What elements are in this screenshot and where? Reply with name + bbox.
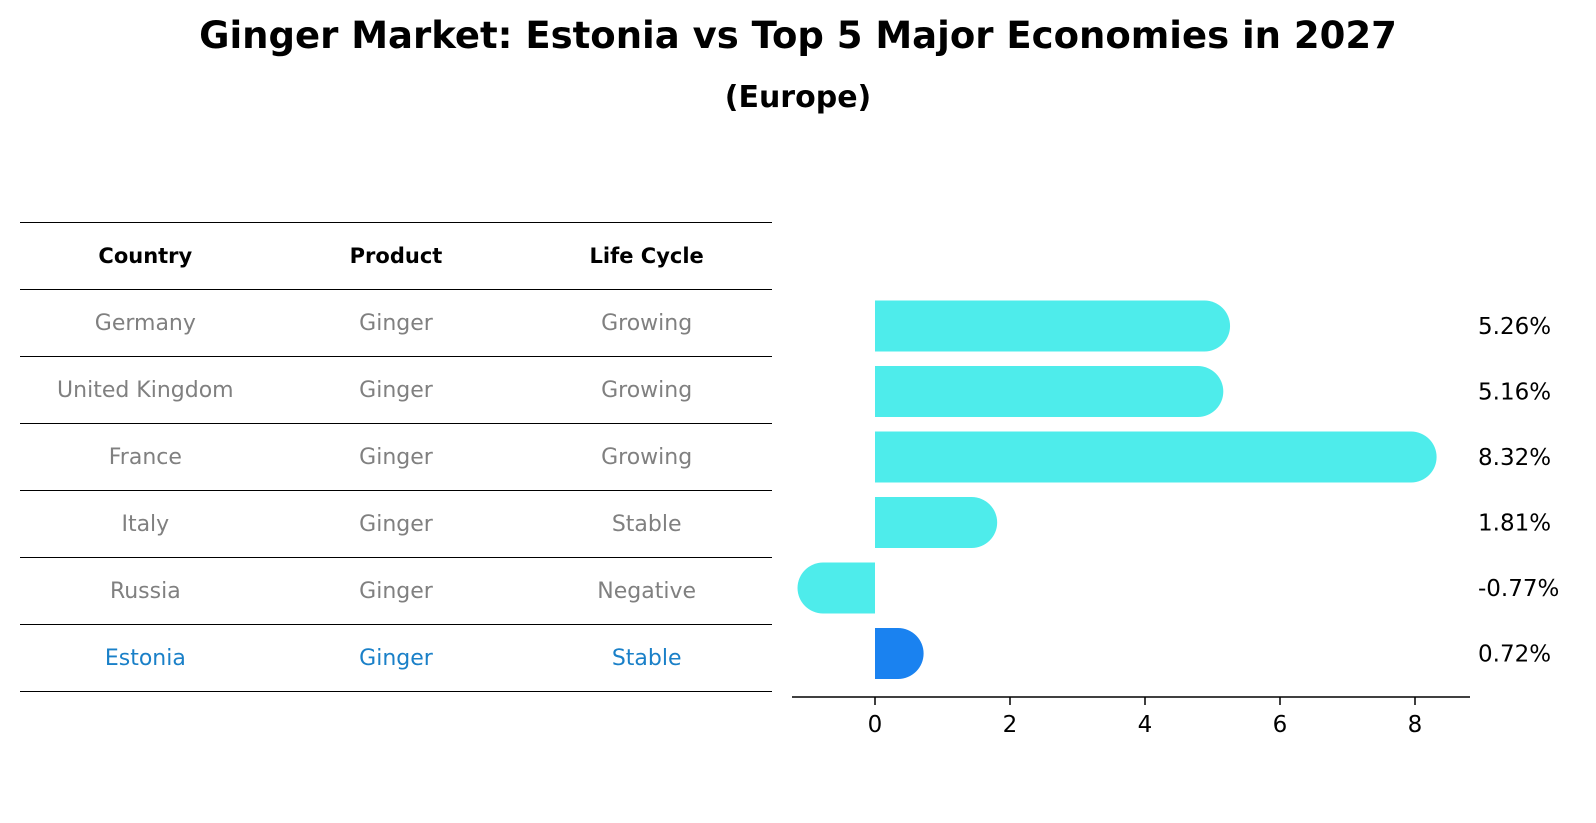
x-tick-label: 8 xyxy=(1408,712,1423,738)
value-label: 5.16% xyxy=(1478,380,1551,406)
cell-product: Ginger xyxy=(270,490,522,558)
value-label: 5.26% xyxy=(1478,314,1551,340)
bar-france xyxy=(875,431,1437,483)
x-tick-label: 0 xyxy=(868,712,883,738)
cell-product: Ginger xyxy=(270,423,522,491)
value-label: 0.72% xyxy=(1478,642,1551,668)
cell-life-cycle: Stable xyxy=(521,624,772,692)
cell-country: Germany xyxy=(20,289,271,357)
bar-italy xyxy=(875,497,998,548)
cell-product: Ginger xyxy=(270,557,522,625)
value-label: 1.81% xyxy=(1478,511,1551,537)
cell-life-cycle: Negative xyxy=(521,557,772,625)
cell-life-cycle: Growing xyxy=(521,423,772,491)
cell-product: Ginger xyxy=(270,289,522,357)
bar-united-kingdom xyxy=(875,366,1224,417)
table-row: Italy Ginger Stable xyxy=(20,490,772,558)
market-table: Country Product Life Cycle Germany Ginge… xyxy=(20,222,772,692)
table-row: United Kingdom Ginger Growing xyxy=(20,356,772,424)
cell-country: Estonia xyxy=(20,624,271,692)
cell-product: Ginger xyxy=(270,624,522,692)
header-product: Product xyxy=(270,222,522,290)
bar-germany xyxy=(875,300,1231,352)
table-row: Russia Ginger Negative xyxy=(20,557,772,625)
cell-product: Ginger xyxy=(270,356,522,424)
x-tick-label: 4 xyxy=(1138,712,1153,738)
cell-country: United Kingdom xyxy=(20,356,271,424)
header-life-cycle: Life Cycle xyxy=(521,222,772,290)
table-header-row: Country Product Life Cycle xyxy=(20,222,772,290)
bar-estonia xyxy=(875,628,924,679)
header-country: Country xyxy=(20,222,271,290)
cell-life-cycle: Growing xyxy=(521,356,772,424)
x-tick-label: 6 xyxy=(1273,712,1288,738)
table-row: France Ginger Growing xyxy=(20,423,772,491)
cell-country: Russia xyxy=(20,557,271,625)
table-row: Germany Ginger Growing xyxy=(20,289,772,357)
chart-subtitle: (Europe) xyxy=(724,80,872,115)
cell-country: France xyxy=(20,423,271,491)
value-label: 8.32% xyxy=(1478,445,1551,471)
x-tick-label: 2 xyxy=(1003,712,1018,738)
bar-russia xyxy=(797,562,875,614)
chart-title: Ginger Market: Estonia vs Top 5 Major Ec… xyxy=(199,14,1397,57)
cell-country: Italy xyxy=(20,490,271,558)
cell-life-cycle: Growing xyxy=(521,289,772,357)
value-label: -0.77% xyxy=(1478,576,1559,602)
cell-life-cycle: Stable xyxy=(521,490,772,558)
table-row-highlighted: Estonia Ginger Stable xyxy=(20,624,772,692)
